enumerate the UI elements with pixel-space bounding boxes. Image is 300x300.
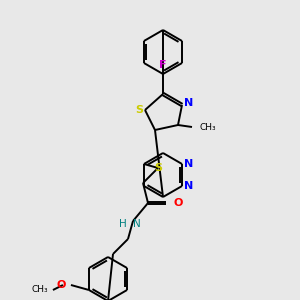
Text: F: F [159, 60, 167, 70]
Text: S: S [154, 163, 162, 173]
Text: S: S [135, 105, 143, 115]
Text: CH₃: CH₃ [31, 286, 48, 295]
Text: N: N [184, 159, 194, 169]
Text: O: O [174, 198, 183, 208]
Text: O: O [57, 280, 66, 290]
Text: N: N [184, 181, 194, 191]
Text: N: N [184, 98, 194, 108]
Text: CH₃: CH₃ [200, 122, 217, 131]
Text: H: H [119, 219, 127, 229]
Text: N: N [133, 219, 141, 229]
